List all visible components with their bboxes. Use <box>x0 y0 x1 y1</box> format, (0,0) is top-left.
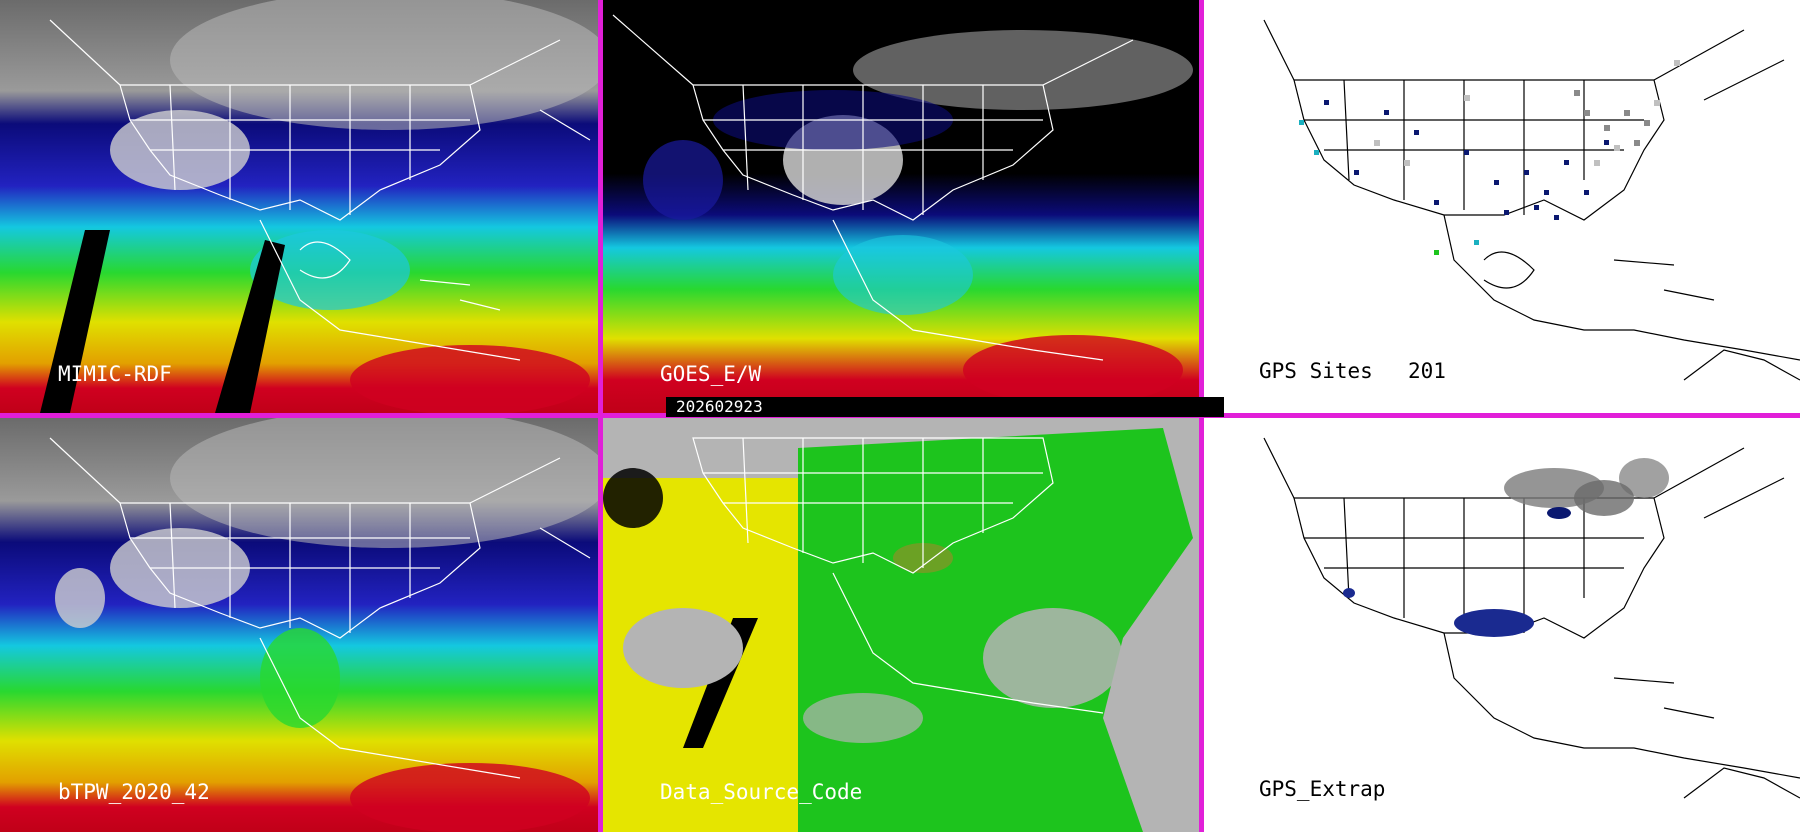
gps-extrap-panel: GPS_Extrap <box>1204 418 1800 832</box>
btpw-map <box>0 418 598 832</box>
gps-site-count: 201 <box>1408 359 1446 383</box>
goes-panel: GOES_E/W <box>603 0 1199 413</box>
gps-sites-panel: GPS Sites <box>1204 0 1800 413</box>
data-source-label: Data_Source_Code <box>660 780 863 804</box>
mimic-tpw-map <box>0 0 598 413</box>
mimic-rdf-label: MIMIC-RDF <box>58 362 172 386</box>
data-source-map <box>603 418 1199 832</box>
timestamp-bar: 202602923 <box>666 397 1224 417</box>
mimic-rdf-panel: MIMIC-RDF <box>0 0 598 413</box>
gps-sites-label: GPS Sites <box>1259 359 1373 383</box>
goes-label: GOES_E/W <box>660 362 762 386</box>
data-source-panel: Data_Source_Code <box>603 418 1199 832</box>
gps-extrap-map <box>1263 437 1800 799</box>
gps-sites-map <box>1263 19 1800 381</box>
btpw-panel: bTPW_2020_42 <box>0 418 598 832</box>
timestamp-text: 202602923 <box>676 397 763 416</box>
btpw-label: bTPW_2020_42 <box>58 780 210 804</box>
goes-tpw-map <box>603 0 1199 413</box>
gps-extrap-label: GPS_Extrap <box>1259 777 1386 801</box>
